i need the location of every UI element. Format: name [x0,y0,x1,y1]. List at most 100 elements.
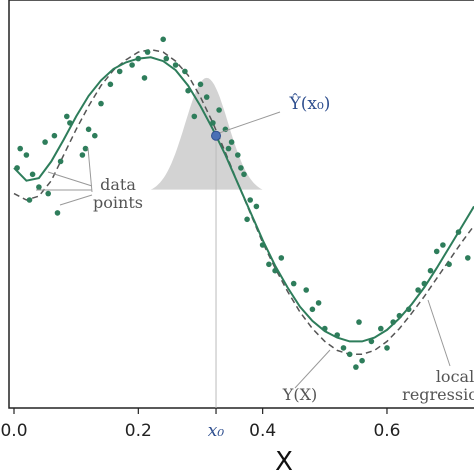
data-point [272,267,278,274]
ticks-layer: 0.0 0.2 0.4 0.6 [0,408,400,441]
data-point [26,197,33,203]
data-point [405,306,412,313]
data-point [64,113,70,120]
data-point [259,242,266,248]
data-point [384,345,390,351]
x-tick-label: 0.6 [373,421,400,441]
data-point [433,248,440,255]
x-tick-label: 0.2 [125,421,152,441]
data-point [353,364,359,370]
data-point [51,132,58,139]
data-point [455,229,462,235]
data-point [141,75,148,81]
data-point [356,319,362,325]
data-point [421,280,428,287]
data-point [29,171,36,178]
annotation-lines [36,111,451,389]
data-point [225,145,232,152]
data-point [14,165,20,171]
data-point [116,68,123,75]
kernel-layer [150,77,263,190]
data-point [340,345,347,351]
x0-tick-label: x₀ [208,421,225,441]
data-point [247,197,253,203]
data-point [135,55,142,62]
data-point [266,261,272,268]
data-point [107,81,114,88]
data-point [427,267,434,274]
data-point [359,357,365,364]
data-point [315,300,322,306]
data-point [57,158,64,165]
data-point [368,338,375,345]
annotation-true-function-label: Y(X) [282,385,317,404]
data-point [182,68,188,75]
data-point [23,152,30,158]
data-point [278,255,285,261]
annotation-points-label: points [93,193,143,212]
data-point [144,49,151,55]
data-point [235,152,241,158]
data-point [82,145,89,152]
data-point [160,36,166,43]
data-point [238,165,244,171]
estimate-label-leader [219,111,281,134]
true-function-curve [13,48,474,356]
data-point [172,62,179,68]
data-point [290,280,297,287]
true-function-leader [294,349,331,389]
data-point [42,139,48,145]
curve-layer [13,48,474,356]
data-point [36,184,42,190]
data-point [334,332,341,338]
local-regression-curve [13,56,474,343]
data-point [244,216,250,223]
data-point [17,145,24,152]
estimate-point [211,130,222,141]
data-point [45,190,51,197]
data-point [191,113,198,120]
data-point [197,81,204,88]
annotation-estimate-label: Ŷ(x₀) [289,93,331,114]
local-regression-leader [427,299,451,367]
kernel-area [150,77,263,190]
data-point [440,242,446,248]
data-point [241,171,247,178]
data-point [309,306,316,313]
points-layer [14,36,471,370]
data-point [203,94,210,100]
annotation-regression-label: regressio [402,385,474,404]
data-point [303,287,310,293]
data-point [85,126,92,133]
data-point [446,261,452,268]
x-axis-label: X [275,447,293,474]
data-point [54,210,61,216]
data-point [79,152,86,158]
x-tick-label: 0.4 [249,421,276,441]
data-point [396,312,403,319]
data-point [378,325,384,332]
data-point [92,132,98,139]
data-point [322,325,328,332]
data-point [129,62,135,68]
data-point [185,87,191,94]
data-point [415,287,421,293]
data-point [98,100,104,107]
data-point [346,351,353,358]
annotation-local-label: local [436,367,474,386]
data-point [210,120,216,126]
data-label-leader [47,171,93,187]
x-tick-label: 0.0 [0,421,27,441]
data-point [228,139,235,145]
data-point [163,55,170,62]
data-point [216,107,222,113]
annotation-data-label: data [100,175,136,194]
data-point [253,203,260,210]
data-label-leader [87,147,93,193]
data-point [465,255,471,261]
data-label-leader [59,194,93,206]
data-point [67,120,73,126]
data-point [390,319,397,325]
plot-frame [8,0,474,409]
